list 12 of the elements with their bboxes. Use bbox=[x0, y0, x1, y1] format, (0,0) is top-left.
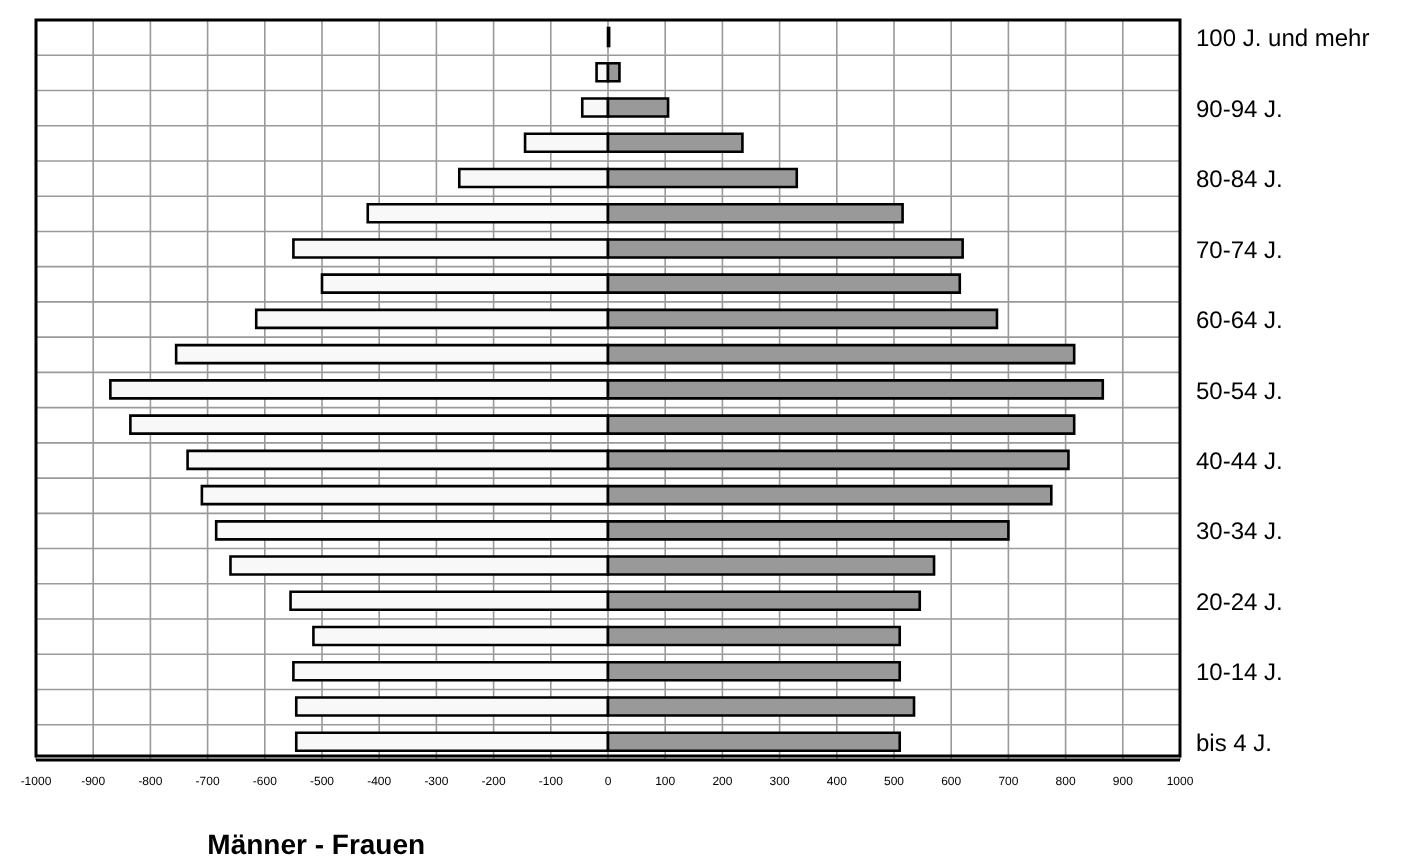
x-axis-title: Männer - Frauen bbox=[207, 828, 426, 860]
y-tick-label: 40-44 J. bbox=[1196, 447, 1283, 475]
y-tick-label: 90-94 J. bbox=[1196, 94, 1283, 123]
y-tick-label: 30-34 J. bbox=[1196, 517, 1283, 546]
y-tick-label: 10-14 J. bbox=[1196, 658, 1283, 687]
y-tick-label: 50-54 J. bbox=[1196, 376, 1283, 405]
y-tick-label: bis 4 J. bbox=[1196, 728, 1273, 757]
y-tick-label: 60-64 J. bbox=[1196, 306, 1283, 335]
y-tick-label: 70-74 J. bbox=[1196, 235, 1283, 264]
y-tick-label: 80-84 J. bbox=[1196, 165, 1283, 194]
y-tick-label: 100 J. und mehr bbox=[1196, 24, 1370, 53]
y-tick-label: 20-24 J. bbox=[1196, 587, 1283, 616]
